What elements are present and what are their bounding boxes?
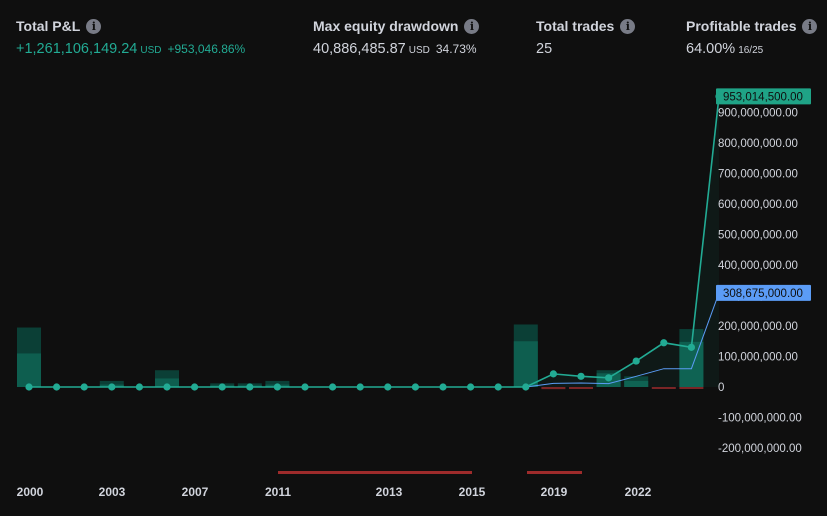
equity-point [605, 374, 613, 382]
x-tick-label: 2015 [459, 485, 486, 499]
y-tick-label: 500,000,000.00 [718, 230, 798, 242]
equity-point [384, 383, 392, 391]
metric-max-drawdown: Max equity drawdown i 40,886,485.87 USD 34… [313, 18, 480, 57]
drawdown-period-band [278, 471, 472, 474]
equity-point [522, 383, 530, 391]
equity-point [549, 370, 558, 378]
run-up-bar-inner [17, 353, 41, 387]
equity-point [53, 383, 61, 391]
equity-point [632, 357, 640, 365]
y-tick-label: 900,000,000.00 [718, 108, 798, 120]
info-icon[interactable]: i [802, 18, 818, 34]
info-icon[interactable]: i [86, 18, 102, 34]
max-drawdown-unit: USD [408, 45, 430, 56]
y-tick-label: 700,000,000.00 [718, 169, 798, 181]
drawdown-bar [569, 387, 593, 389]
equity-point [411, 383, 419, 391]
total-pnl-label: Total P&L [16, 18, 81, 34]
metric-total-pnl: Total P&L i +1,261,106,149.24 USD +953,046… [16, 18, 245, 57]
y-tick-label: 100,000,000.00 [718, 352, 798, 364]
x-tick-label: 2007 [182, 485, 209, 499]
y-tick-label: -100,000,000.00 [718, 413, 802, 425]
equity-point [108, 383, 116, 391]
total-pnl-value: +1,261,106,149.24 [16, 41, 138, 57]
equity-point [494, 383, 502, 391]
equity-point [439, 383, 447, 391]
last-value-label: 953,014,500.00 [723, 91, 803, 103]
x-tick-label: 2019 [541, 485, 568, 499]
profitable-trades-ratio: 16/25 [738, 45, 764, 56]
equity-point [660, 339, 668, 347]
last-value-label: 308,675,000.00 [723, 288, 803, 300]
drawdown-bar [651, 387, 676, 389]
drawdown-bar [679, 387, 704, 389]
info-icon[interactable]: i [464, 18, 480, 34]
equity-point [687, 343, 696, 351]
equity-area [29, 96, 719, 388]
y-tick-label: 400,000,000.00 [718, 260, 798, 272]
y-tick-label: 200,000,000.00 [718, 321, 798, 333]
equity-point [467, 383, 475, 391]
run-up-bar-inner [624, 380, 649, 387]
max-drawdown-value: 40,886,485.87 [313, 41, 406, 57]
drawdown-period-band [527, 471, 582, 474]
equity-line [29, 96, 720, 388]
equity-point [356, 383, 364, 391]
equity-point [246, 383, 254, 391]
max-drawdown-percent: 34.73% [435, 42, 477, 56]
last-value-tag [716, 88, 811, 105]
x-tick-label: 2003 [99, 485, 126, 499]
last-value-tag [716, 284, 811, 301]
profitable-trades-value: 64.00% [686, 41, 736, 57]
equity-point [80, 383, 88, 391]
equity-point [163, 383, 171, 391]
equity-point [218, 383, 226, 391]
equity-point [25, 383, 33, 391]
metric-profitable-trades: Profitable trades i 64.00% 16/25 [686, 18, 818, 57]
x-tick-label: 2011 [265, 485, 291, 499]
metric-total-trades: Total trades i 25 [536, 18, 636, 57]
equity-point [329, 383, 337, 391]
total-trades-label: Total trades [536, 18, 615, 34]
equity-point [273, 383, 281, 391]
y-tick-label: 800,000,000.00 [718, 138, 798, 150]
y-tick-label: 0 [718, 382, 724, 394]
x-tick-label: 2013 [376, 485, 403, 499]
max-drawdown-label: Max equity drawdown [313, 18, 459, 34]
info-icon[interactable]: i [620, 18, 636, 34]
x-tick-label: 2022 [625, 485, 652, 499]
equity-point [577, 372, 585, 380]
profitable-trades-label: Profitable trades [686, 18, 797, 34]
y-tick-label: -200,000,000.00 [718, 443, 802, 455]
total-trades-value: 25 [536, 41, 553, 57]
drawdown-bar [541, 387, 566, 390]
x-tick-label: 2000 [17, 485, 44, 499]
y-tick-label: 600,000,000.00 [718, 199, 798, 211]
equity-point [301, 383, 309, 391]
run-up-bar-inner [513, 341, 538, 387]
equity-point [135, 383, 143, 391]
equity-point [191, 383, 199, 391]
run-up-bar-inner [155, 378, 179, 387]
total-pnl-percent: +953,046.86% [167, 42, 246, 56]
total-pnl-unit: USD [140, 45, 162, 56]
